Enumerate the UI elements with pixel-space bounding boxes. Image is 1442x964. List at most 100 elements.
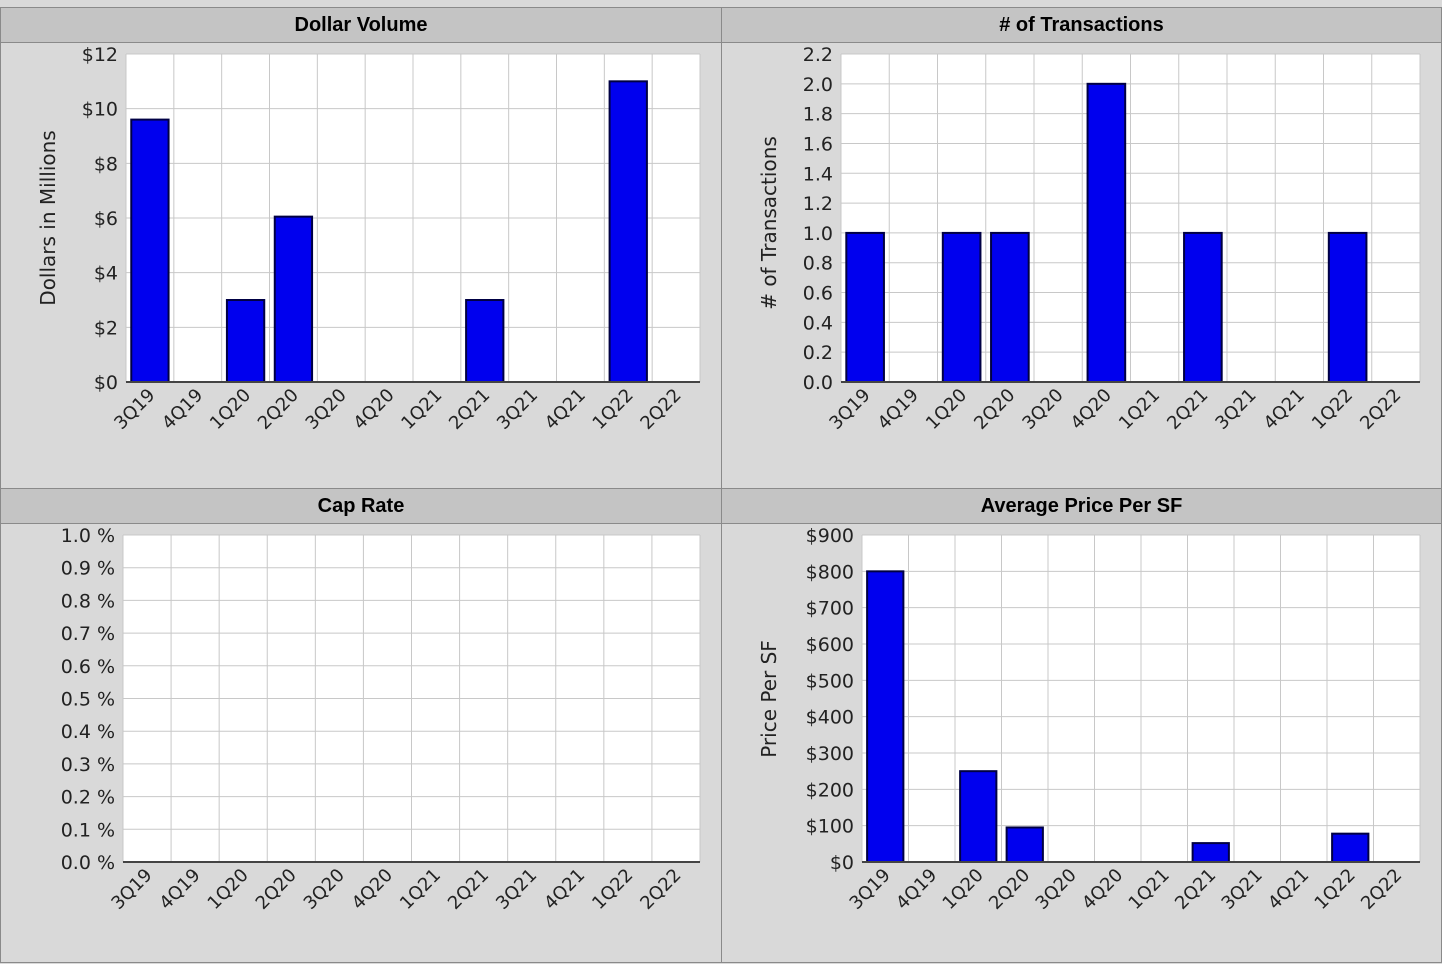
y-tick-label: 0.3 % — [61, 754, 115, 776]
x-tick-label: 1Q20 — [922, 385, 971, 434]
x-tick-label: 2Q21 — [1171, 865, 1220, 914]
bar-3Q19 — [130, 118, 170, 383]
y-tick-label: $0 — [830, 852, 854, 874]
y-tick-label: 1.6 — [803, 133, 833, 155]
y-tick-label: $600 — [806, 634, 854, 656]
x-tick-label: 1Q22 — [589, 385, 638, 434]
x-tick-label: 3Q21 — [1211, 385, 1260, 434]
y-tick-label: $900 — [806, 525, 854, 547]
y-tick-label: $700 — [806, 598, 854, 620]
x-tick-label: 3Q20 — [302, 385, 351, 434]
price-per-sf-panel: Average Price Per SF $0 $100 $200 $300 $400 $… — [721, 488, 1442, 963]
bar-2Q21 — [465, 299, 505, 383]
y-tick-label: 0.0 % — [61, 852, 115, 874]
x-tick-label: 2Q20 — [985, 865, 1034, 914]
bar-4Q20 — [1086, 82, 1127, 384]
y-tick-label: $100 — [806, 816, 854, 838]
y-tick-label: 1.8 — [803, 104, 833, 126]
y-tick-label: $200 — [806, 779, 854, 801]
transactions-chart: 0.00.20.40.60.81.01.21.41.61.82.02.23Q19… — [757, 44, 1421, 434]
x-tick-label: 1Q21 — [397, 385, 446, 434]
x-tick-label: 4Q21 — [1260, 385, 1309, 434]
y-tick-label: 0.4 — [803, 312, 833, 334]
y-tick-label: $2 — [94, 317, 118, 339]
x-tick-label: 4Q21 — [541, 385, 590, 434]
y-tick-label: 1.4 — [803, 163, 833, 185]
dollar-volume-chart: $0$2$4$6$8$10$123Q194Q191Q202Q203Q204Q20… — [36, 44, 701, 434]
y-tick-label: 0.7 % — [61, 623, 115, 645]
price-per-sf-chart: $0 $100 $200 $300 $400 $500 $600 $700 $800 $900 3Q… — [757, 525, 1421, 914]
x-tick-label: 2Q22 — [1357, 865, 1406, 914]
y-tick-label: 0.5 % — [61, 689, 115, 711]
y-tick-label: $10 — [82, 99, 118, 121]
y-tick-label: $400 — [806, 707, 854, 729]
x-tick-label: 4Q20 — [1078, 865, 1127, 914]
x-tick-label: 4Q19 — [158, 385, 207, 434]
x-tick-label: 4Q21 — [1264, 865, 1313, 914]
bar-1Q22 — [1331, 832, 1370, 864]
x-tick-label: 2Q20 — [254, 385, 303, 434]
y-tick-label: 1.2 — [803, 193, 833, 215]
x-tick-label: 3Q20 — [1032, 865, 1081, 914]
x-tick-label: 1Q22 — [1311, 865, 1360, 914]
x-tick-label: 1Q21 — [396, 865, 445, 914]
bar-1Q20 — [941, 231, 982, 383]
x-tick-label: 3Q21 — [492, 865, 541, 914]
price-per-sf-title: Average Price Per SF — [722, 489, 1441, 524]
y-tick-label: 1.0 % — [61, 525, 115, 547]
y-tick-label: 0.2 % — [61, 787, 115, 809]
y-tick-label: 0.4 % — [61, 721, 115, 743]
x-tick-label: 2Q20 — [970, 385, 1019, 434]
y-tick-label: 1.0 — [803, 223, 833, 245]
transactions-panel: # of Transactions 0.0 0.2 0.4 0.6 0.8 1.0 1.2 1… — [721, 7, 1442, 489]
x-tick-label: 2Q21 — [444, 865, 493, 914]
cap-rate-panel: Cap Rate 0.0 % 0.1 % 0.2 % 0.3 % 0.4 % 0.5 % 0… — [0, 488, 722, 963]
dollar-volume-title: Dollar Volume — [1, 8, 721, 43]
y-tick-label: 0.0 — [803, 372, 833, 394]
bar-2Q21 — [1191, 842, 1230, 863]
y-tick-label: 0.6 — [803, 283, 833, 305]
y-tick-label: $300 — [806, 743, 854, 765]
y-tick-label: 0.6 % — [61, 656, 115, 678]
y-tick-label: $8 — [94, 153, 118, 175]
x-tick-label: 4Q21 — [540, 865, 589, 914]
bar-2Q20 — [1005, 826, 1044, 864]
x-tick-label: 2Q22 — [1356, 385, 1405, 434]
x-tick-label: 2Q21 — [1163, 385, 1212, 434]
y-tick-label: $0 — [94, 372, 118, 394]
y-tick-label: 0.8 — [803, 253, 833, 275]
x-tick-label: 4Q20 — [349, 385, 398, 434]
bar-2Q20 — [990, 231, 1030, 383]
x-tick-label: 2Q22 — [636, 385, 685, 434]
x-tick-label: 3Q21 — [1218, 865, 1267, 914]
y-tick-label: 0.9 % — [61, 558, 115, 580]
x-tick-label: 4Q19 — [874, 385, 923, 434]
bar-1Q22 — [1327, 231, 1368, 383]
cap-rate-title: Cap Rate — [1, 489, 721, 524]
x-tick-label: 1Q22 — [1308, 385, 1357, 434]
y-tick-label: $500 — [806, 670, 854, 692]
cap-rate-chart: 0.0 % 0.1 % 0.2 % 0.3 % 0.4 % 0.5 % 0.6 % 0.7 %… — [61, 525, 701, 914]
bar-3Q19 — [866, 570, 905, 863]
y-tick-label: 2.2 — [803, 44, 833, 66]
x-tick-label: 1Q21 — [1125, 865, 1174, 914]
x-tick-label: 2Q22 — [636, 865, 685, 914]
x-tick-label: 1Q20 — [206, 385, 255, 434]
x-tick-label: 3Q20 — [1018, 385, 1067, 434]
bar-1Q20 — [225, 299, 266, 383]
y-tick-label: $6 — [94, 208, 118, 230]
y-tick-label: 0.8 % — [61, 590, 115, 612]
y-tick-label: $4 — [94, 263, 118, 285]
x-tick-label: 2Q20 — [252, 865, 301, 914]
y-tick-label: $800 — [806, 561, 854, 583]
x-tick-label: 4Q19 — [892, 865, 941, 914]
bar-1Q22 — [608, 80, 648, 383]
x-tick-label: 4Q20 — [1067, 385, 1116, 434]
x-tick-label: 1Q22 — [588, 865, 637, 914]
x-tick-label: 1Q21 — [1115, 385, 1164, 434]
bar-2Q20 — [273, 215, 314, 383]
x-tick-label: 2Q21 — [445, 385, 494, 434]
bar-1Q20 — [959, 770, 998, 863]
x-tick-label: 4Q20 — [348, 865, 397, 914]
